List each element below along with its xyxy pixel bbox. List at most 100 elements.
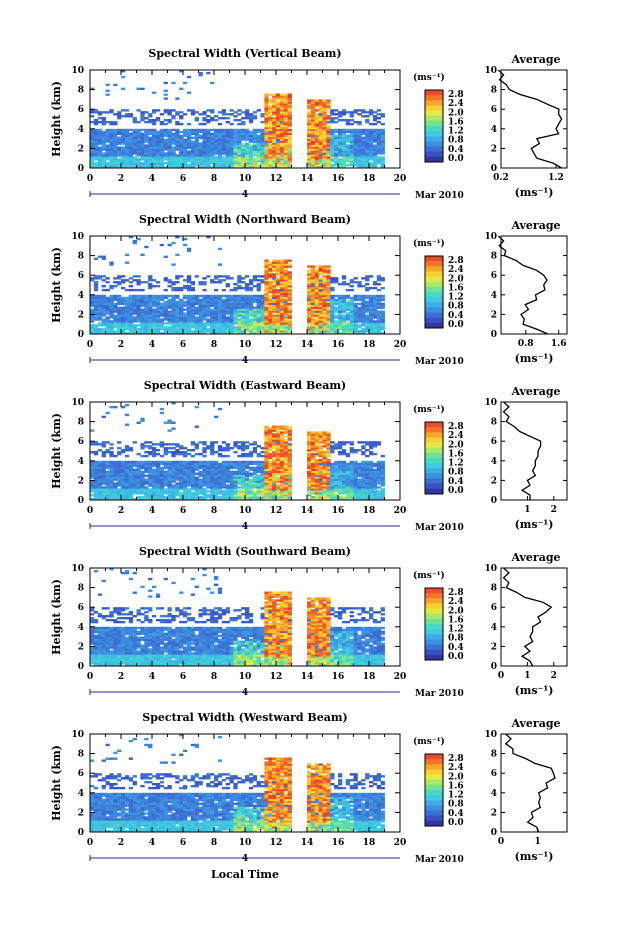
heatmap-cell xyxy=(148,113,152,115)
heatmap-cell xyxy=(230,295,234,297)
heatmap-cell xyxy=(365,111,369,113)
heatmap-cell xyxy=(171,133,175,135)
heatmap-cell xyxy=(222,295,226,297)
heatmap-cell xyxy=(214,119,218,121)
y-tick-label: 0 xyxy=(78,330,84,340)
heatmap-cell xyxy=(129,113,133,115)
heatmap-cell xyxy=(137,328,141,330)
heatmap-cell xyxy=(249,451,253,453)
heatmap-cell xyxy=(183,82,187,84)
heatmap-cell xyxy=(237,285,241,287)
heatmap-cell xyxy=(280,260,284,262)
heatmap-cell xyxy=(346,322,350,324)
heatmap-cell xyxy=(350,279,354,281)
heatmap-cell xyxy=(117,451,121,453)
heatmap-cell xyxy=(210,133,214,135)
heatmap-cell xyxy=(144,121,148,123)
heatmap-cell xyxy=(179,287,183,289)
heatmap-cell xyxy=(90,115,94,117)
heatmap-cell xyxy=(257,295,261,297)
heatmap-cell xyxy=(106,316,110,318)
heatmap-cell xyxy=(315,269,319,271)
heatmap-cell xyxy=(171,484,175,486)
average-y-tick-label: 6 xyxy=(491,105,497,115)
heatmap-cell xyxy=(171,82,175,84)
heatmap-cell xyxy=(365,275,369,277)
heatmap-cell xyxy=(350,119,354,121)
heatmap-cell xyxy=(102,416,106,418)
heatmap-cell xyxy=(199,299,203,301)
heatmap-cell xyxy=(156,295,160,297)
heatmap-cell xyxy=(183,113,187,115)
heatmap-cell xyxy=(121,287,125,289)
heatmap-cell xyxy=(168,129,172,131)
heatmap-cell xyxy=(121,279,125,281)
heatmap-cell xyxy=(175,129,179,131)
heatmap-cell xyxy=(129,295,133,297)
heatmap-cell xyxy=(245,143,249,145)
x-tick-label: 16 xyxy=(332,174,345,184)
heatmap-cell xyxy=(171,427,175,429)
heatmap-cell xyxy=(137,461,141,463)
heatmap-cell xyxy=(102,131,106,133)
heatmap-cell xyxy=(307,99,311,101)
heatmap-cell xyxy=(218,445,222,447)
heatmap-cell xyxy=(191,461,195,463)
colorbar-swatch xyxy=(425,307,443,313)
heatmap-cell xyxy=(140,88,144,90)
average-x-label: (ms⁻¹) xyxy=(515,352,554,365)
heatmap-cell xyxy=(261,295,265,297)
heatmap-cell xyxy=(175,443,179,445)
heatmap-cell xyxy=(346,312,350,314)
heatmap-cell xyxy=(179,111,183,113)
heatmap-cell xyxy=(125,129,129,131)
heatmap-cell xyxy=(117,111,121,113)
heatmap-cell xyxy=(106,277,110,279)
heatmap-cell xyxy=(106,461,110,463)
heatmap-cell xyxy=(144,455,148,457)
heatmap-cell xyxy=(222,117,226,119)
heatmap-cell xyxy=(233,283,237,285)
heatmap-cell xyxy=(276,94,280,96)
y-axis-label: Height (km) xyxy=(50,81,63,157)
heatmap-cell xyxy=(187,164,191,166)
heatmap-cell xyxy=(237,295,241,297)
heatmap-cell xyxy=(249,461,253,463)
heatmap-cell xyxy=(109,261,113,263)
heatmap-cell xyxy=(164,129,168,131)
panel-title: Spectral Width (Northward Beam) xyxy=(139,213,351,226)
heatmap-cell xyxy=(233,119,237,121)
heatmap-cell xyxy=(377,117,381,119)
heatmap-cell xyxy=(191,141,195,143)
heatmap-cell xyxy=(346,135,350,137)
heatmap-cell xyxy=(257,279,261,281)
colorbar-label: (ms⁻¹) xyxy=(413,238,445,249)
heatmap-cell xyxy=(365,129,369,131)
heatmap-cell xyxy=(237,109,241,111)
heatmap-cell xyxy=(125,424,129,426)
heatmap-cell xyxy=(330,164,334,166)
heatmap-cell xyxy=(268,281,272,283)
heatmap-cell xyxy=(323,275,327,277)
heatmap-cell xyxy=(288,260,292,262)
heatmap-cell xyxy=(140,281,144,283)
heatmap-cell xyxy=(233,461,237,463)
x-tick-label: 8 xyxy=(211,340,217,350)
heatmap-cell xyxy=(175,295,179,297)
heatmap-cell xyxy=(191,137,195,139)
heatmap-cell xyxy=(373,123,377,125)
heatmap-cell xyxy=(272,314,276,316)
heatmap-cell xyxy=(195,275,199,277)
heatmap-cell xyxy=(164,447,168,449)
heatmap-cell xyxy=(241,121,245,123)
heatmap-cell xyxy=(160,467,164,469)
heatmap-cell xyxy=(140,471,144,473)
heatmap-cell xyxy=(102,275,106,277)
heatmap-cell xyxy=(129,285,133,287)
heatmap-cell xyxy=(381,129,385,131)
heatmap-cell xyxy=(121,109,125,111)
heatmap-cell xyxy=(214,416,218,418)
heatmap-cell xyxy=(179,299,183,301)
colorbar-swatch xyxy=(425,297,443,303)
heatmap-cell xyxy=(315,109,319,111)
